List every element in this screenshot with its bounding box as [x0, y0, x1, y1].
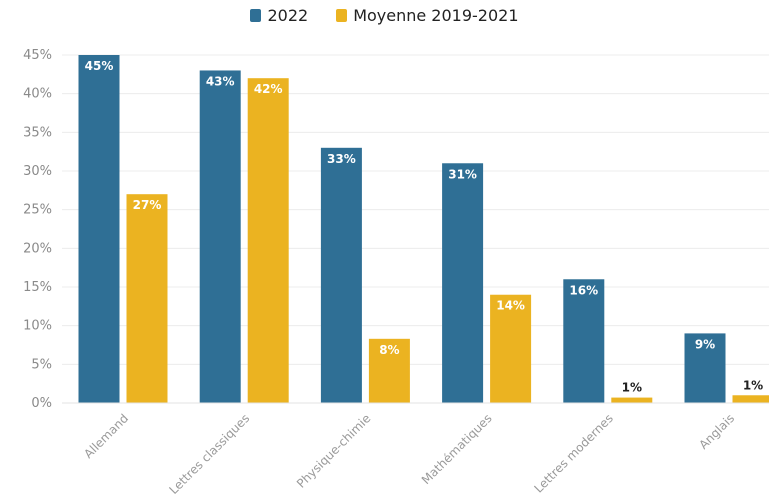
bar-2022-0 [78, 55, 120, 403]
y-tick-label-5: 5% [31, 357, 52, 372]
data-label-2022-3: 31% [448, 167, 477, 181]
data-label-2022-0: 45% [85, 59, 114, 73]
data-label-moyenne-2: 8% [379, 343, 399, 357]
legend-label-2022: 2022 [267, 6, 309, 25]
y-tick-label-25: 25% [23, 203, 52, 218]
legend-swatch-2022 [250, 9, 262, 22]
bar-2022-2 [320, 147, 362, 403]
data-label-moyenne-1: 42% [254, 82, 283, 96]
bar-moyenne-3 [490, 294, 532, 403]
data-label-2022-5: 9% [695, 337, 715, 351]
x-tick-label-2: Physique-chimie [294, 411, 373, 490]
bar-moyenne-2 [368, 338, 410, 403]
data-label-moyenne-0: 27% [133, 198, 162, 212]
y-tick-label-20: 20% [23, 241, 52, 256]
bar-2022-4 [563, 279, 605, 403]
data-label-2022-1: 43% [206, 74, 235, 88]
bar-moyenne-1 [247, 78, 289, 403]
bar-moyenne-4 [611, 397, 653, 403]
y-tick-label-30: 30% [23, 164, 52, 179]
legend-item-moyenne[interactable]: Moyenne 2019-2021 [336, 6, 519, 25]
x-tick-label-0: Allemand [81, 411, 131, 461]
bar-2022-3 [442, 163, 484, 403]
x-tick-label-4: Lettres modernes [531, 411, 615, 495]
x-tick-label-5: Anglais [696, 411, 737, 452]
bar-moyenne-5 [732, 395, 769, 403]
y-tick-label-0: 0% [31, 396, 52, 411]
legend-item-2022[interactable]: 2022 [250, 6, 308, 25]
bar-moyenne-0 [126, 194, 168, 403]
x-tick-label-3: Mathématiques [419, 411, 495, 487]
data-label-2022-4: 16% [569, 283, 598, 297]
y-tick-label-45: 45% [23, 48, 52, 63]
y-tick-label-35: 35% [23, 125, 52, 140]
bar-2022-1 [199, 70, 241, 403]
legend-swatch-moyenne [336, 9, 348, 22]
y-tick-label-10: 10% [23, 319, 52, 334]
data-label-moyenne-5: 1% [743, 378, 763, 392]
data-label-moyenne-3: 14% [496, 299, 525, 313]
bar-2022-5 [684, 333, 726, 403]
data-label-moyenne-4: 1% [622, 381, 642, 395]
legend-label-moyenne: Moyenne 2019-2021 [353, 6, 519, 25]
y-tick-label-40: 40% [23, 87, 52, 102]
x-tick-label-1: Lettres classiques [166, 411, 252, 497]
y-tick-label-15: 15% [23, 280, 52, 295]
legend: 2022 Moyenne 2019-2021 [0, 6, 769, 25]
data-label-2022-2: 33% [327, 152, 356, 166]
